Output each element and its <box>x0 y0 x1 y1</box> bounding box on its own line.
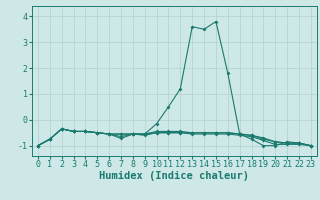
X-axis label: Humidex (Indice chaleur): Humidex (Indice chaleur) <box>100 171 249 181</box>
